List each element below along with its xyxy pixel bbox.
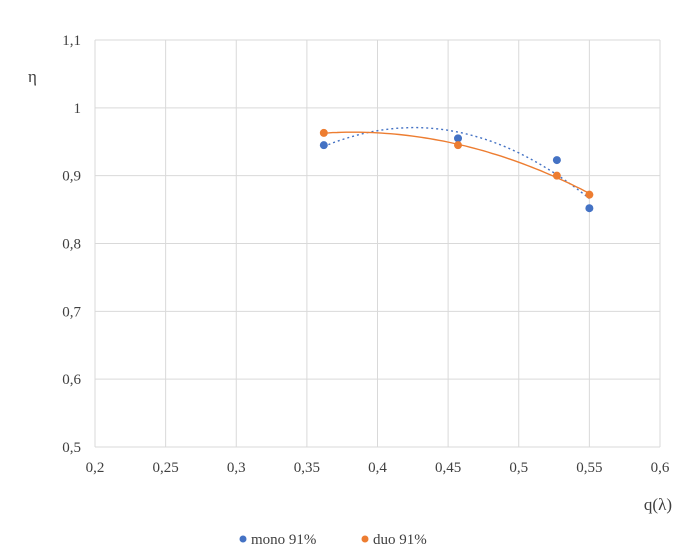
y-tick-label: 0,9 (62, 169, 81, 185)
data-point-duo (319, 128, 328, 137)
data-point-mono (319, 141, 328, 150)
x-tick-label: 0,45 (435, 460, 461, 476)
x-axis-label: q(λ) (644, 495, 672, 514)
legend-label: duo 91% (373, 532, 427, 548)
x-tick-labels: 0,2 0,25 0,3 0,35 0,4 0,45 0,5 0,55 0,6 (86, 460, 670, 476)
grid (94, 39, 661, 448)
legend-marker-duo (361, 535, 369, 543)
y-tick-label: 0,7 (62, 304, 81, 320)
data-points (319, 128, 594, 213)
x-tick-label: 0,6 (651, 460, 670, 476)
data-point-mono (585, 204, 594, 213)
legend: mono 91% duo 91% (239, 532, 427, 548)
data-point-duo (454, 141, 463, 150)
data-point-duo (552, 171, 561, 180)
x-tick-label: 0,55 (576, 460, 602, 476)
legend-marker-mono (239, 535, 247, 543)
legend-label: mono 91% (251, 532, 316, 548)
x-tick-label: 0,4 (368, 460, 387, 476)
x-tick-label: 0,25 (153, 460, 179, 476)
y-tick-label: 1 (74, 101, 82, 117)
data-point-mono (552, 156, 561, 165)
x-tick-label: 0,5 (509, 460, 528, 476)
x-tick-label: 0,35 (294, 460, 320, 476)
data-point-duo (585, 190, 594, 199)
x-tick-label: 0,3 (227, 460, 246, 476)
y-tick-label: 1,1 (62, 33, 81, 49)
x-tick-label: 0,2 (86, 460, 105, 476)
data-point-mono (454, 134, 463, 143)
y-axis-label: η (28, 67, 37, 86)
y-tick-labels: 0,5 0,6 0,7 0,8 0,9 1 1,1 (62, 33, 81, 456)
y-tick-label: 0,5 (62, 440, 81, 456)
y-tick-label: 0,8 (62, 237, 81, 253)
y-tick-label: 0,6 (62, 372, 81, 388)
